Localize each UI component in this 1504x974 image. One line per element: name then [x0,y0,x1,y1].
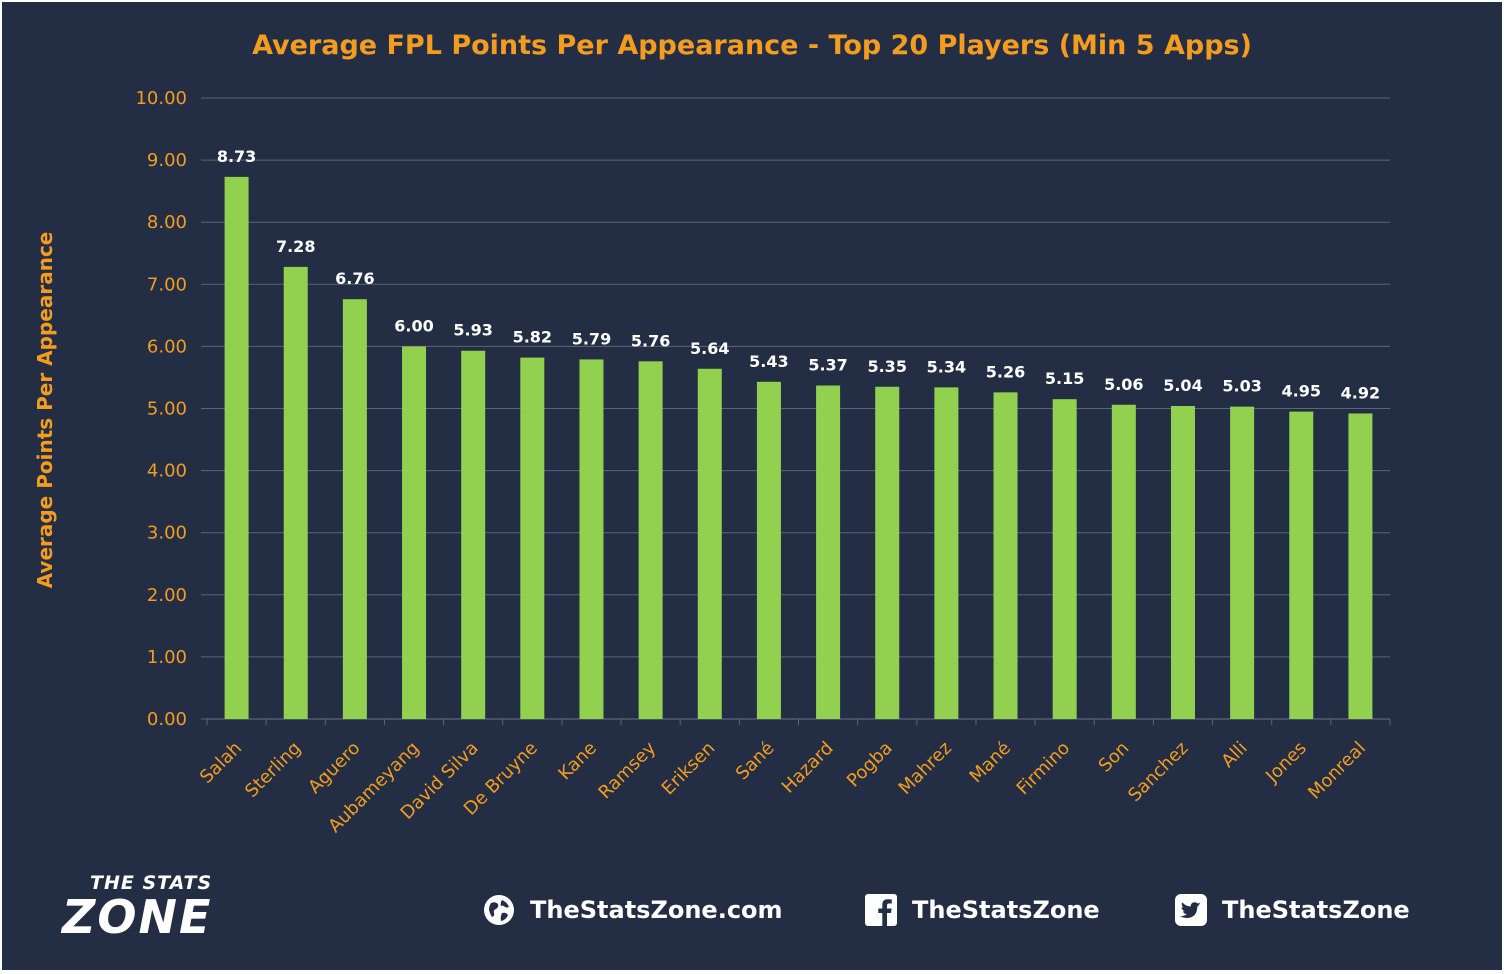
y-tick-label: 1.00 [147,647,187,668]
value-label: 4.95 [1282,382,1321,401]
bar [1348,413,1373,719]
value-label: 6.00 [394,316,433,335]
x-tick-label: Sanchez [1124,738,1192,806]
bar [1052,399,1077,719]
facebook-label: TheStatsZone [912,896,1100,924]
value-label: 5.64 [690,339,729,358]
x-tick-label: Son [1095,738,1134,777]
x-tick-label: Monreal [1304,738,1370,804]
bar [1230,406,1255,719]
bar [579,359,604,719]
y-tick-label: 10.00 [135,88,187,109]
y-tick-labels: 0.00 1.00 2.00 3.00 4.00 5.00 6.00 7.00 8.00 9.00… [135,88,187,730]
y-tick-label: 4.00 [147,461,187,482]
value-label: 5.37 [808,356,847,375]
value-labels: 8.73 7.28 6.76 6.00 5.93 5.82 5.79 5.76 5.64 5.43… [217,147,1380,403]
value-label: 5.04 [1163,376,1202,395]
y-tick-label: 7.00 [147,274,187,295]
value-label: 5.43 [749,352,788,371]
x-tick-label: Alli [1217,738,1251,772]
bar [1289,411,1314,719]
y-tick-label: 3.00 [147,523,187,544]
bar [224,176,249,719]
x-tick-label: Firmino [1013,738,1075,800]
x-tick-label: Ramsey [595,737,661,803]
y-tick-label: 8.00 [147,212,187,233]
logo-line1: THE STATS [90,872,213,894]
facebook-icon [865,894,897,926]
x-tick-label: Mané [966,738,1016,788]
value-label: 7.28 [276,237,315,256]
bars [224,176,1373,719]
value-label: 5.76 [631,331,670,350]
bar-chart: Average FPL Points Per Appearance - Top … [33,30,1391,837]
bar [697,368,722,719]
footer: THE STATS ZONE TheStatsZone.com TheStats… [2,862,1502,962]
logo-line2: ZONE [62,890,213,944]
bar [283,266,308,719]
bar [520,357,545,719]
x-tick-label: Hazard [778,738,838,798]
x-tick-label: Mahrez [895,738,956,799]
twitter-link[interactable]: TheStatsZone [1174,892,1410,928]
website-link[interactable]: TheStatsZone.com [482,892,783,928]
bar [1170,406,1195,719]
value-label: 5.79 [572,329,611,348]
value-label: 5.93 [453,321,492,340]
x-tick-label: Eriksen [658,738,720,800]
y-tick-label: 5.00 [147,399,187,420]
y-tick-label: 6.00 [147,336,187,357]
twitter-icon [1175,894,1207,926]
bar [875,386,900,719]
y-axis-label: Average Points Per Appearance [33,232,57,589]
value-label: 5.34 [927,357,966,376]
value-label: 4.92 [1341,383,1380,402]
bar [993,392,1018,719]
gridlines [201,97,1391,725]
x-tick-label: Jones [1261,738,1311,788]
value-label: 5.26 [986,362,1025,381]
x-tick-label: Pogba [843,738,897,792]
x-tick-label: Aguero [304,738,364,798]
bar [461,350,486,719]
value-label: 5.35 [867,357,906,376]
brand-logo: THE STATS ZONE [62,872,322,952]
x-tick-label: Salah [196,738,246,788]
bar [342,299,367,719]
website-label: TheStatsZone.com [530,896,783,924]
bar [402,346,427,719]
value-label: 5.82 [513,328,552,347]
bar [1111,404,1136,719]
value-label: 5.03 [1222,377,1261,396]
value-label: 5.06 [1104,375,1143,394]
facebook-link[interactable]: TheStatsZone [864,892,1100,928]
y-tick-label: 0.00 [147,709,187,730]
twitter-label: TheStatsZone [1222,896,1410,924]
bar [816,385,841,719]
x-tick-label: Kane [554,738,601,785]
y-tick-label: 9.00 [147,150,187,171]
x-tick-label: Sané [732,738,779,785]
value-label: 8.73 [217,147,256,166]
value-label: 6.76 [335,269,374,288]
bar [934,387,959,719]
bar [638,361,663,719]
x-tick-label: Sterling [241,738,305,802]
y-tick-label: 2.00 [147,585,187,606]
bar [756,381,781,719]
globe-icon [484,895,514,925]
chart-title: Average FPL Points Per Appearance - Top … [252,30,1252,61]
value-label: 5.15 [1045,369,1084,388]
